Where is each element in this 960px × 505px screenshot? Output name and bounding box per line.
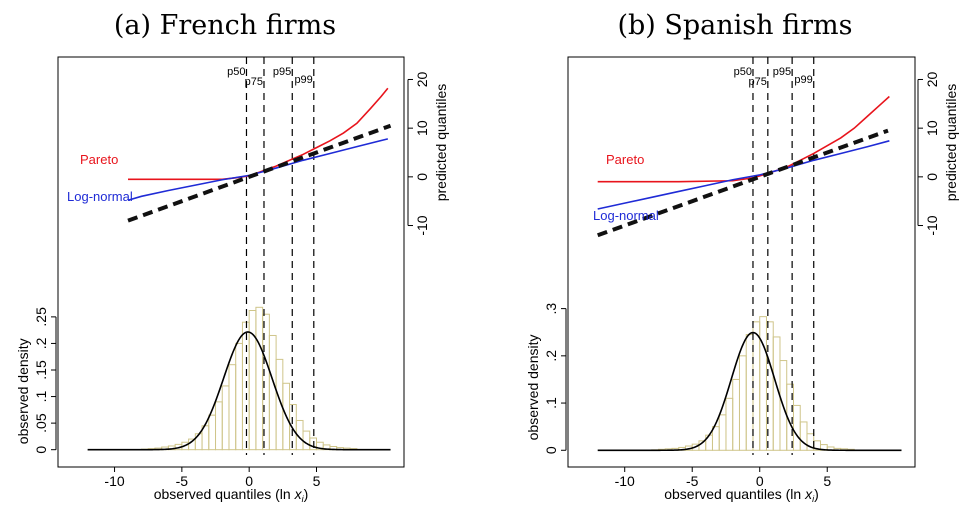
x-tick-label: 5 [823, 473, 831, 489]
histogram-bar [725, 397, 734, 451]
percentile-label-p99: p99 [794, 74, 812, 86]
plot-frame [57, 56, 405, 468]
qq-y-tick-label: -10 [924, 215, 940, 235]
series-label-pareto: Pareto [606, 152, 644, 167]
x-axis-title: observed quantiles (ln xi) [154, 486, 309, 504]
x-tick-label: -10 [104, 473, 124, 489]
histogram-bar [792, 404, 801, 451]
series-label-log-normal: Log-normal [593, 208, 659, 223]
percentile-label-p50: p50 [734, 66, 752, 78]
density-y-tick-label: 0 [33, 446, 49, 454]
histogram-bar [194, 433, 203, 451]
histogram-bar [289, 404, 297, 451]
x-axis-title: observed quantiles (ln xi) [664, 486, 819, 504]
histogram-bar [718, 414, 727, 451]
plot-frame [567, 56, 916, 468]
histogram-bar [228, 364, 237, 451]
histogram-bar [711, 426, 720, 451]
density-y-tick-label: .25 [33, 307, 49, 327]
histogram-bar [302, 430, 311, 451]
qq-y-tick-label: -10 [414, 215, 430, 235]
histogram-bar [268, 334, 277, 451]
x-tick-label: -10 [615, 473, 635, 489]
qq-y-axis-title: predicted quantiles [433, 84, 449, 202]
density-y-tick-label: .1 [33, 391, 49, 403]
histogram-bar [241, 321, 250, 451]
histogram-bar [255, 306, 264, 451]
qq-y-tick-label: 0 [924, 173, 940, 181]
series-label-pareto: Pareto [80, 152, 118, 167]
density-y-tick-label: 0 [543, 446, 559, 454]
qq-series-log-normal [597, 140, 890, 210]
reference-line [597, 128, 889, 238]
percentile-label-p99: p99 [294, 74, 312, 86]
x-tick-label: 0 [245, 473, 253, 489]
qq-series-log-normal [127, 138, 389, 201]
density-y-tick-label: .05 [33, 413, 49, 433]
percentile-label-p50: p50 [227, 66, 245, 78]
panel-title: (b) Spanish firms [617, 10, 852, 41]
qq-series-pareto [128, 87, 389, 181]
series-label-log-normal: Log-normal [67, 189, 133, 204]
density-y-axis-title: observed density [525, 335, 541, 441]
histogram-bar [248, 310, 257, 451]
histogram-bar [745, 334, 754, 451]
density-y-tick-label: .2 [33, 337, 49, 349]
percentile-label-p95: p95 [273, 66, 291, 78]
histogram-bar [235, 342, 243, 451]
histogram-bar [732, 378, 740, 451]
x-tick-label: -5 [686, 473, 699, 489]
x-tick-label: 5 [313, 473, 321, 489]
density-y-tick-label: .15 [33, 360, 49, 380]
percentile-label-p75: p75 [748, 76, 766, 88]
histogram-bar [738, 355, 747, 451]
qq-y-tick-label: 10 [924, 120, 940, 136]
qq-y-tick-label: 0 [414, 173, 430, 181]
histogram-bar [208, 414, 217, 451]
histogram-bar [221, 385, 230, 451]
qq-series-pareto [597, 95, 890, 183]
qq-y-tick-label: 10 [414, 120, 430, 136]
normal-density-curve [597, 331, 902, 452]
qq-y-tick-label: 20 [924, 71, 940, 87]
histogram-bar [759, 316, 767, 451]
normal-density-curve [87, 331, 391, 451]
percentile-label-p95: p95 [773, 66, 791, 78]
density-y-tick-label: .1 [543, 397, 559, 409]
x-tick-label: -5 [176, 473, 189, 489]
panel-title: (a) French firms [114, 10, 336, 41]
histogram-bar [752, 321, 761, 451]
histogram-bar [799, 421, 808, 451]
reference-line [127, 123, 392, 223]
x-tick-label: 0 [756, 473, 764, 489]
density-y-tick-label: .3 [543, 303, 559, 315]
percentile-label-p75: p75 [245, 76, 263, 88]
density-y-axis-title: observed density [15, 338, 31, 444]
density-y-tick-label: .2 [543, 350, 559, 362]
qq-y-tick-label: 20 [414, 71, 430, 87]
qq-y-axis-title: predicted quantiles [943, 84, 959, 202]
histogram-bar [215, 401, 223, 451]
